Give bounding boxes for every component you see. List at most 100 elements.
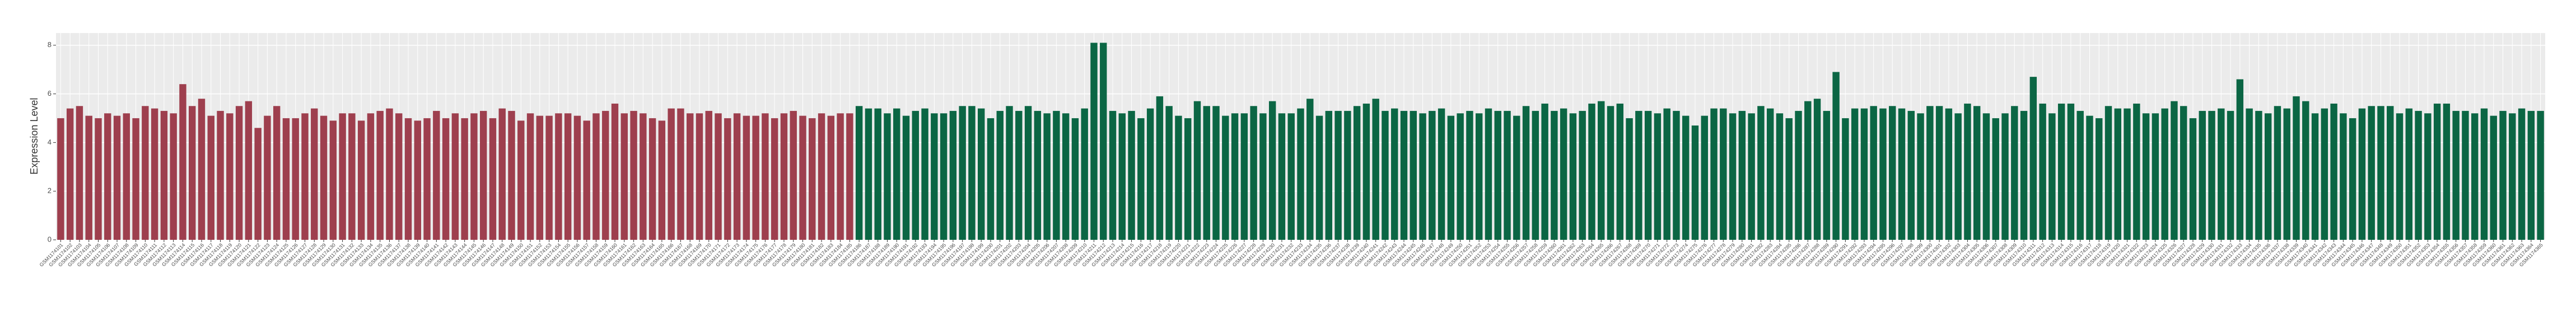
bar	[1813, 99, 1821, 240]
bar	[790, 110, 797, 240]
bar	[1222, 115, 1229, 240]
bar	[2104, 106, 2112, 240]
bar	[142, 106, 149, 240]
bar	[2490, 115, 2497, 240]
bar	[357, 120, 365, 240]
bar	[1297, 108, 1304, 240]
bar	[1757, 106, 1765, 240]
bar	[2349, 118, 2356, 240]
bar	[1522, 106, 1530, 240]
bar	[320, 115, 328, 240]
bar	[282, 118, 290, 240]
y-tick-label: 2	[48, 187, 52, 195]
bar	[57, 118, 64, 240]
bar	[1165, 106, 1173, 240]
bar	[1504, 110, 1511, 240]
bar	[2152, 113, 2159, 240]
bar	[517, 120, 525, 240]
bar	[1372, 99, 1379, 240]
bar	[254, 128, 262, 240]
bar	[1212, 106, 1220, 240]
bar	[780, 113, 788, 240]
bar	[451, 113, 459, 240]
bar	[301, 113, 309, 240]
bar	[1362, 103, 1370, 240]
bar	[1776, 113, 1784, 240]
bar	[2368, 106, 2375, 240]
bar	[545, 115, 553, 240]
bar	[799, 115, 806, 240]
bar	[113, 115, 121, 240]
bar	[95, 118, 102, 240]
bar	[555, 113, 562, 240]
bar	[179, 84, 186, 240]
bar	[940, 113, 948, 240]
bar	[311, 108, 318, 240]
bar	[414, 120, 421, 240]
bar	[1419, 113, 1426, 240]
bar	[1842, 118, 1849, 240]
bar	[1203, 106, 1210, 240]
bar	[376, 110, 384, 240]
bar	[1475, 113, 1483, 240]
bar	[2086, 115, 2093, 240]
bar	[1006, 106, 1013, 240]
bar	[151, 108, 158, 240]
bar	[264, 115, 271, 240]
bar	[404, 118, 412, 240]
bar	[1137, 118, 1145, 240]
bar	[123, 113, 130, 240]
bar	[461, 118, 468, 240]
bar	[170, 113, 177, 240]
bar	[1391, 108, 1398, 240]
bar	[668, 108, 675, 240]
bar	[921, 108, 928, 240]
bar	[2264, 113, 2272, 240]
bar	[508, 110, 515, 240]
bar	[2311, 113, 2319, 240]
bar	[1663, 108, 1670, 240]
bar	[2114, 108, 2122, 240]
bar	[1616, 103, 1624, 240]
bar	[2048, 113, 2056, 240]
bar	[743, 115, 750, 240]
bar	[1081, 108, 1088, 240]
bar	[1024, 106, 1032, 240]
bar	[1804, 101, 1812, 240]
bar	[2480, 108, 2488, 240]
bar	[1240, 113, 1248, 240]
bar	[2039, 103, 2046, 240]
bar	[1344, 110, 1351, 240]
bar	[1250, 106, 1257, 240]
bar	[386, 108, 393, 240]
bar	[677, 108, 684, 240]
bar	[2293, 96, 2300, 240]
bar	[217, 110, 224, 240]
bar	[1579, 110, 1586, 240]
bar	[1644, 110, 1652, 240]
bar	[893, 108, 900, 240]
bar	[1513, 115, 1520, 240]
bar	[658, 120, 666, 240]
bar	[2321, 108, 2328, 240]
y-tick-label: 0	[48, 235, 52, 243]
bar	[1879, 108, 1887, 240]
bar	[977, 108, 985, 240]
bar	[1860, 108, 1868, 240]
bar	[2274, 106, 2281, 240]
bar	[1898, 108, 1906, 240]
bar	[1175, 115, 1182, 240]
bar	[132, 118, 139, 240]
bar	[1598, 101, 1605, 240]
bar	[2452, 110, 2460, 240]
bar	[2227, 110, 2234, 240]
bar	[423, 118, 431, 240]
bar	[884, 113, 891, 240]
bar	[2340, 113, 2347, 240]
bar	[611, 103, 619, 240]
bar	[2076, 110, 2084, 240]
bar	[1015, 110, 1023, 240]
bar	[865, 108, 872, 240]
bar	[329, 120, 337, 240]
bar	[1738, 110, 1746, 240]
